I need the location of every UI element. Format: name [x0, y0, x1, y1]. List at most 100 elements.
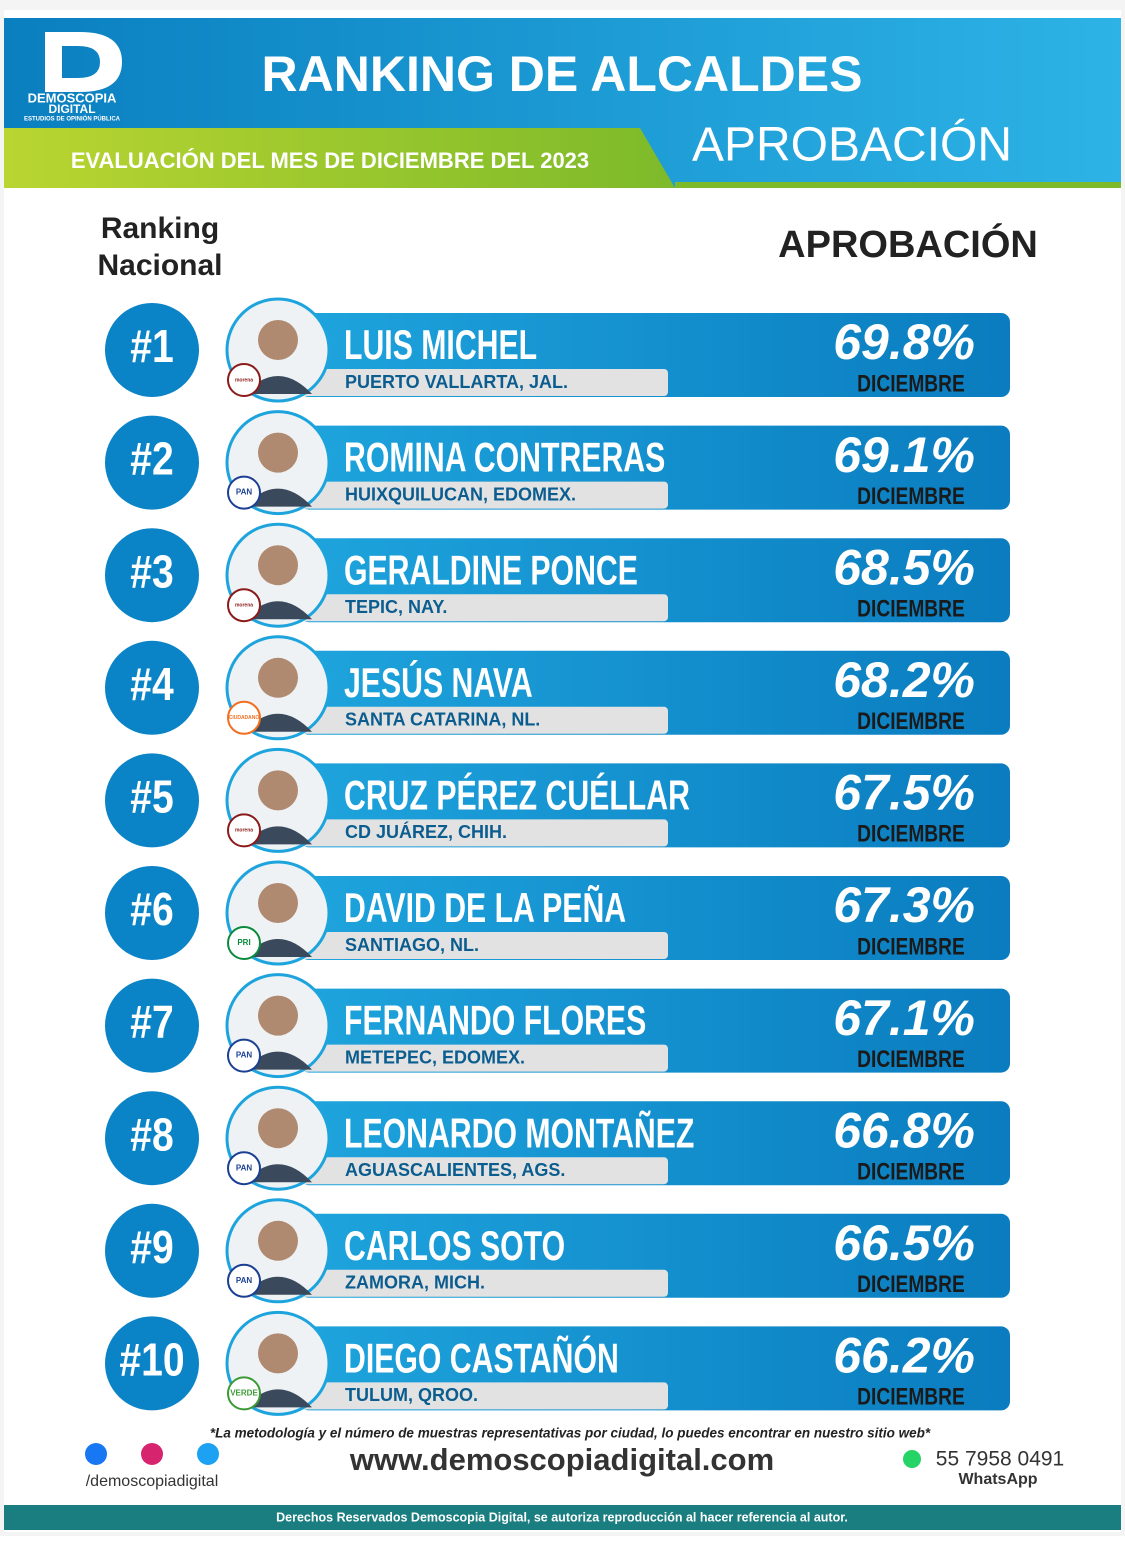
- month: DICIEMBRE: [857, 482, 965, 510]
- photo-head: [258, 545, 298, 586]
- rank: #4: [130, 659, 174, 711]
- ranking-row: #1 morena LUIS MICHEL PUERTO VALLARTA, JAL.…: [105, 297, 1010, 403]
- party-badge: [227, 1038, 261, 1073]
- rank-badge: [105, 866, 199, 960]
- mayor-name: LUIS MICHEL: [344, 321, 537, 368]
- rank-badge: [105, 978, 199, 1073]
- phone-label: WhatsApp: [958, 1471, 1037, 1488]
- mayor-name: DAVID DE LA PEÑA: [344, 883, 626, 931]
- social-handle: /demoscopiadigital: [86, 1473, 219, 1490]
- city: SANTIAGO, NL.: [345, 935, 479, 955]
- ranking-row: #7 PAN FERNANDO FLORES METEPEC, EDOMEX. 67.1…: [105, 973, 1010, 1079]
- twitter-icon[interactable]: [197, 1443, 219, 1465]
- photo-body: [244, 488, 312, 507]
- place-bar: [300, 594, 668, 622]
- brand: DIGITAL: [48, 102, 95, 116]
- rights: Derechos Reservados Demoscopia Digital, …: [276, 1510, 848, 1524]
- rank: #8: [130, 1109, 173, 1161]
- month: DICIEMBRE: [857, 594, 965, 622]
- photo-head: [258, 1108, 298, 1149]
- rank: #1: [130, 321, 173, 373]
- city: TEPIC, NAY.: [345, 597, 447, 617]
- rank: #7: [130, 997, 173, 1049]
- whatsapp-icon: [903, 1450, 921, 1468]
- city: AGUASCALIENTES, AGS.: [345, 1160, 565, 1180]
- place-bar: [300, 932, 668, 959]
- city: METEPEC, EDOMEX.: [345, 1047, 525, 1067]
- city: PUERTO VALLARTA, JAL.: [345, 372, 568, 392]
- place-bar: [300, 819, 668, 847]
- place-bar: [300, 369, 668, 396]
- approval: 67.5%: [833, 765, 975, 821]
- facebook-icon[interactable]: [85, 1443, 107, 1465]
- column-heading: Ranking: [101, 212, 219, 245]
- ranking-row: #8 PAN LEONARDO MONTAÑEZ AGUASCALIENTES, AG…: [105, 1085, 1010, 1191]
- city: SANTA CATARINA, NL.: [345, 710, 540, 730]
- photo-head: [258, 883, 298, 923]
- place-bar: [300, 1157, 668, 1185]
- photo-head: [258, 1220, 298, 1261]
- city: ZAMORA, MICH.: [345, 1273, 485, 1293]
- party: morena: [235, 828, 253, 834]
- instagram-icon[interactable]: [141, 1443, 163, 1465]
- photo-head: [258, 432, 298, 473]
- website[interactable]: www.demoscopiadigital.com: [349, 1442, 774, 1477]
- column-heading: APROBACIÓN: [778, 222, 1038, 266]
- rank: #2: [130, 434, 173, 486]
- ranking-row: #3 morena GERALDINE PONCE TEPIC, NAY. 68.5%D…: [105, 522, 1010, 628]
- photo-body: [244, 1389, 312, 1408]
- ranking-row: #9 PAN CARLOS SOTO ZAMORA, MICH. 66.5%DICIEM…: [105, 1198, 1010, 1304]
- month: DICIEMBRE: [857, 369, 965, 397]
- party: morena: [235, 603, 253, 609]
- mayor-name: FERNANDO FLORES: [344, 997, 646, 1044]
- rank-badge: [105, 303, 199, 397]
- city: CD JUÁREZ, CHIH.: [345, 821, 507, 842]
- photo-body: [244, 1276, 312, 1295]
- mayor-name: LEONARDO MONTAÑEZ: [344, 1108, 694, 1156]
- rank-badge: [105, 528, 199, 623]
- logo: [45, 32, 122, 92]
- rights-bar: [4, 1505, 1121, 1530]
- photo-body: [244, 601, 312, 620]
- party: PRI: [237, 938, 250, 947]
- column-heading: Nacional: [97, 249, 222, 282]
- party: PAN: [236, 1276, 253, 1285]
- party: morena: [235, 377, 253, 383]
- mayor-name: JESÚS NAVA: [344, 658, 533, 706]
- brand: DEMOSCOPIA: [28, 90, 117, 105]
- metric: APROBACIÓN: [692, 118, 1012, 172]
- city: HUIXQUILUCAN, EDOMEX.: [345, 484, 576, 504]
- mayor-name: ROMINA CONTRERAS: [344, 434, 665, 481]
- party-badge: [227, 1263, 261, 1298]
- place-bar: [300, 481, 668, 509]
- footnote: *La metodología y el número de muestras …: [210, 1426, 931, 1441]
- photo-body: [244, 939, 312, 957]
- ranking-row: #10 VERDE DIEGO CASTAÑÓN TULUM, QROO. 66.2%D…: [105, 1310, 1010, 1416]
- party: PAN: [236, 1051, 253, 1060]
- photo-head: [258, 1333, 298, 1374]
- rank: #10: [119, 1335, 184, 1387]
- mayor-name: CARLOS SOTO: [344, 1222, 565, 1269]
- party-badge: [227, 700, 261, 735]
- place-bar: [300, 1382, 668, 1410]
- photo-body: [244, 713, 312, 732]
- ranking-list: #1 morena LUIS MICHEL PUERTO VALLARTA, JAL.…: [105, 297, 1010, 1416]
- subtitle: EVALUACIÓN DEL MES DE DICIEMBRE DEL 2023: [71, 148, 589, 173]
- month: DICIEMBRE: [857, 1383, 965, 1411]
- rank: #3: [130, 546, 173, 598]
- rank-badge: [105, 1316, 199, 1411]
- party-badge: [227, 475, 261, 510]
- rank-badge: [105, 1091, 199, 1186]
- party-badge: [227, 1376, 261, 1411]
- month: DICIEMBRE: [857, 1270, 965, 1298]
- strip-line: [675, 182, 1121, 188]
- photo-body: [244, 376, 312, 394]
- ranking-row: #2 PAN ROMINA CONTRERAS HUIXQUILUCAN, EDOME…: [105, 410, 1010, 516]
- approval: 66.2%: [833, 1328, 975, 1384]
- rank: #6: [130, 884, 173, 936]
- mayor-name: CRUZ PÉREZ CUÉLLAR: [344, 772, 690, 819]
- month: DICIEMBRE: [857, 820, 965, 848]
- approval: 69.8%: [833, 314, 975, 370]
- place-bar: [300, 1044, 668, 1072]
